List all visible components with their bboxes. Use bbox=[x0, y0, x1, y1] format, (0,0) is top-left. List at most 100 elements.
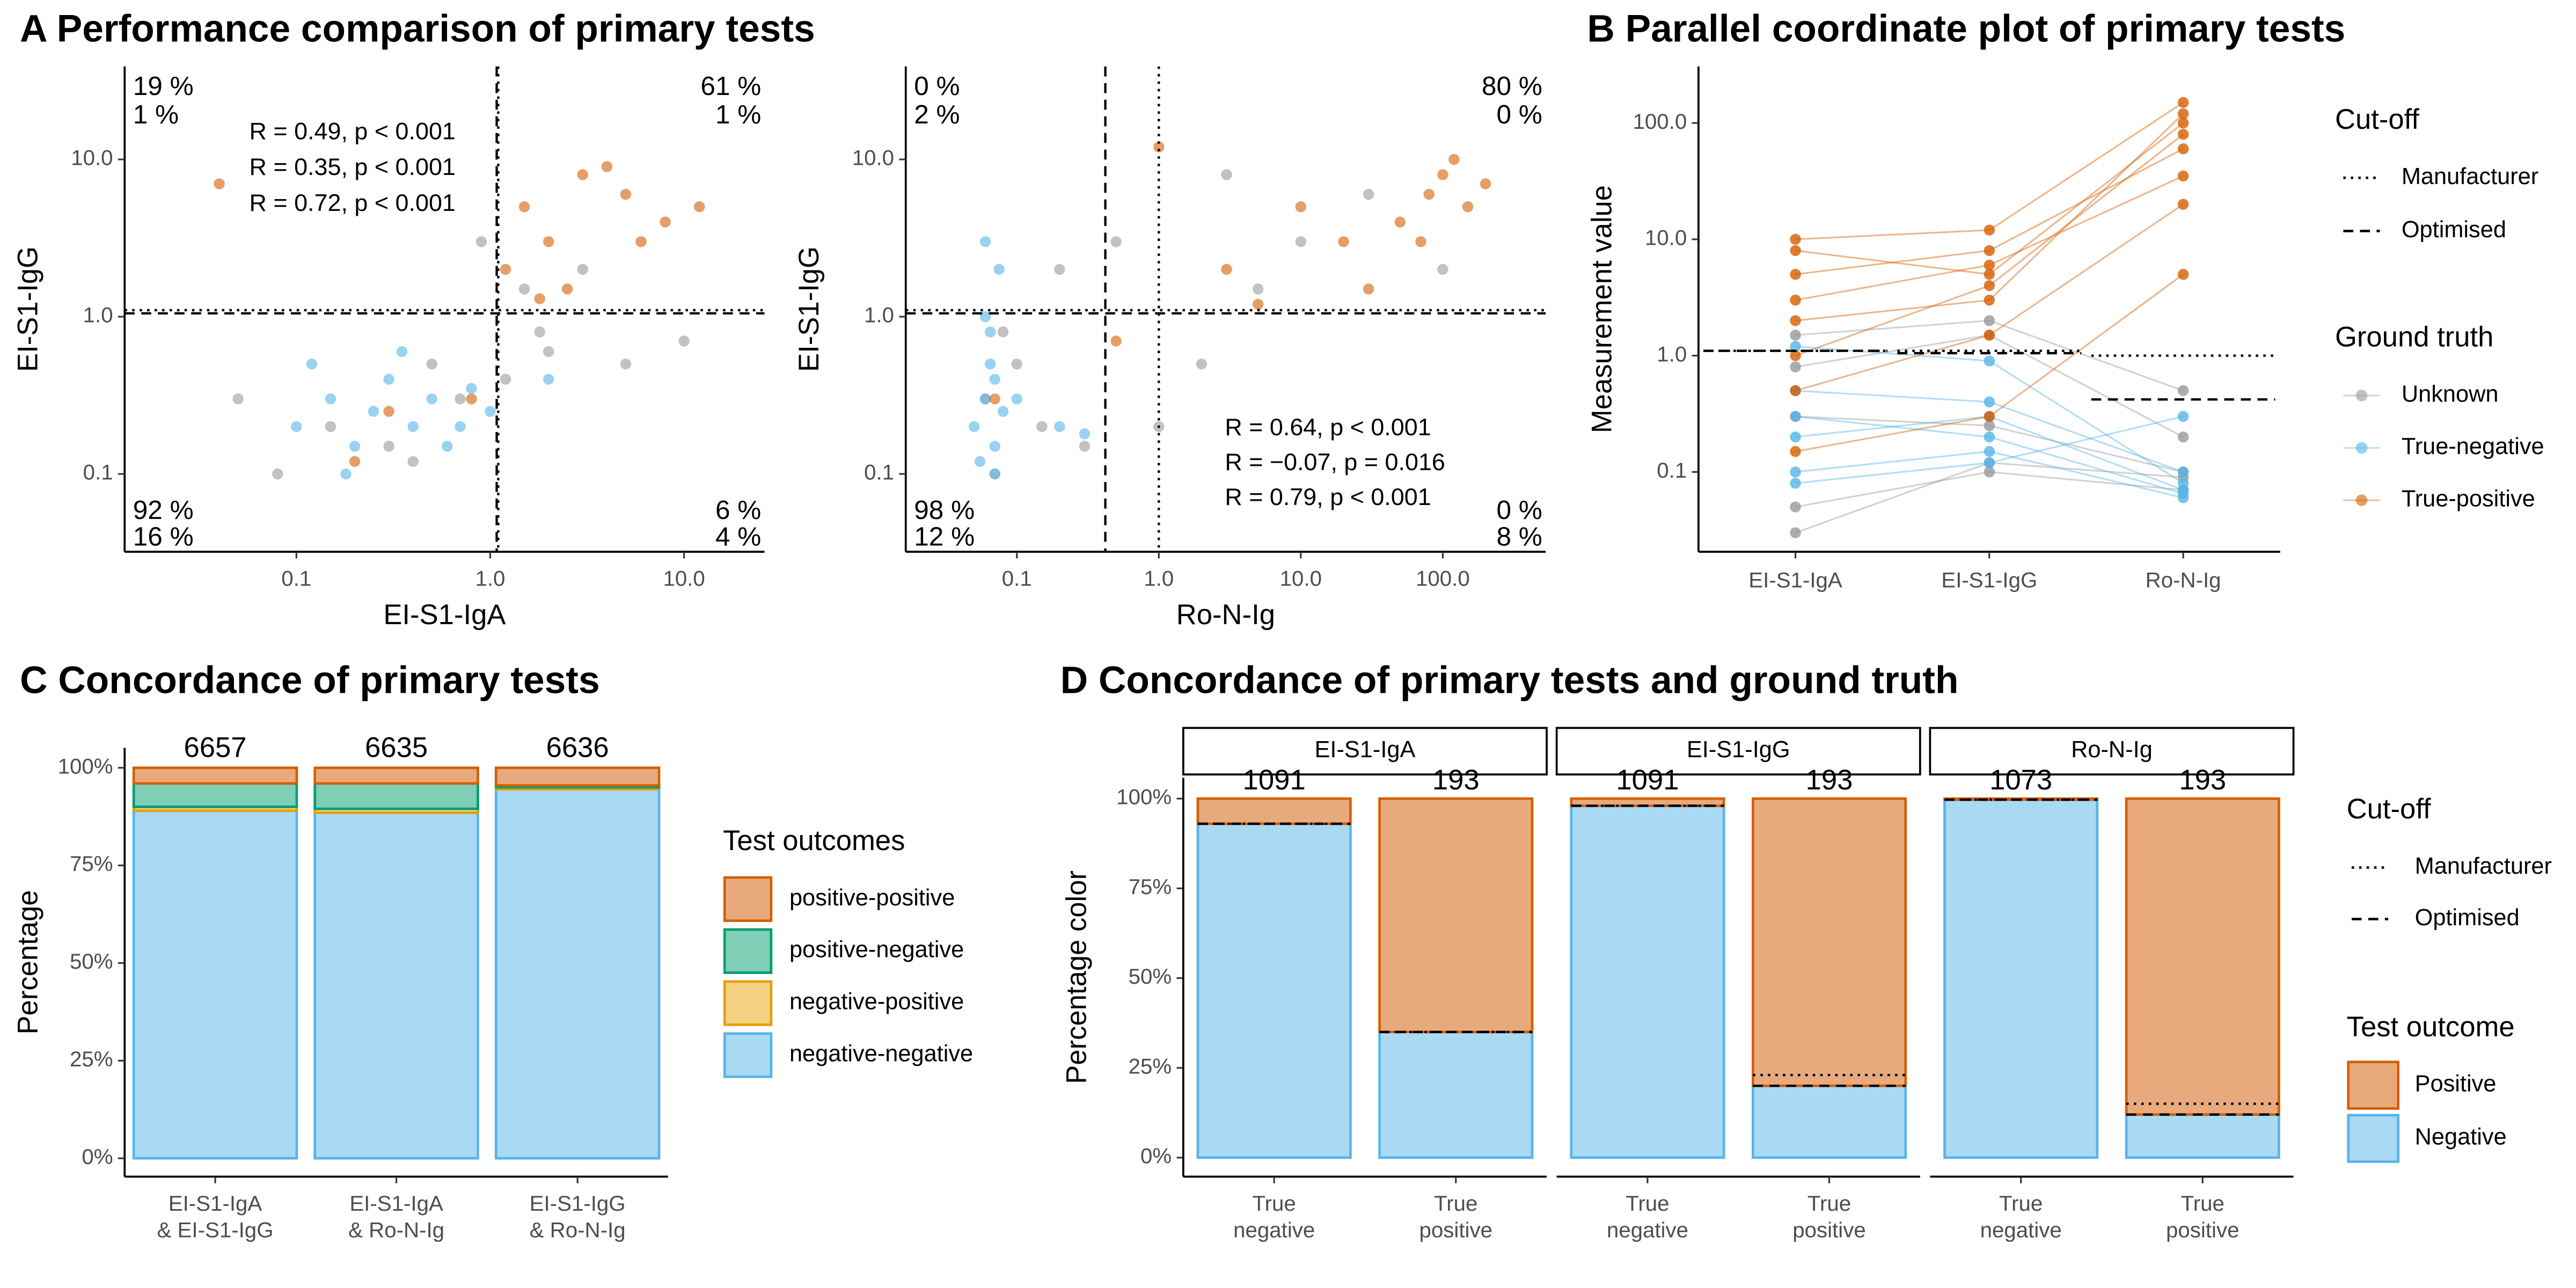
point bbox=[1790, 501, 1801, 513]
quadrant-label: 2 % bbox=[914, 100, 960, 129]
y-tick-label: 100% bbox=[1116, 785, 1172, 809]
point bbox=[407, 456, 419, 467]
legend-key bbox=[723, 928, 773, 974]
point bbox=[993, 264, 1005, 275]
point bbox=[2177, 478, 2189, 489]
panel-title: D Concordance of primary tests and groun… bbox=[1060, 660, 1959, 702]
point bbox=[1984, 355, 1995, 367]
quadrant-label: 1 % bbox=[715, 100, 761, 129]
point bbox=[500, 374, 511, 385]
point bbox=[543, 236, 554, 247]
point bbox=[1984, 411, 1995, 422]
point bbox=[1423, 188, 1435, 200]
y-axis-label: EI-S1-IgG bbox=[793, 246, 825, 372]
profile-line bbox=[1795, 101, 2184, 240]
point bbox=[340, 468, 352, 480]
y-tick-label: 10.0 bbox=[852, 146, 894, 170]
point bbox=[291, 421, 302, 433]
point bbox=[1790, 466, 1801, 478]
legend-label: negative-positive bbox=[789, 989, 964, 1015]
y-tick-label: 100% bbox=[58, 754, 113, 778]
point bbox=[214, 178, 225, 189]
legend-label: True-positive bbox=[2402, 486, 2535, 512]
point bbox=[1790, 245, 1801, 257]
point bbox=[518, 283, 530, 295]
x-tick-label: 0.1 bbox=[1002, 566, 1032, 590]
x-tick-label: negative bbox=[1607, 1218, 1688, 1242]
bar-segment bbox=[1196, 797, 1352, 825]
point bbox=[1790, 361, 1801, 372]
point bbox=[1054, 421, 1065, 433]
y-tick-label: 1.0 bbox=[83, 303, 113, 327]
legend-label: Manufacturer bbox=[2415, 853, 2552, 879]
y-axis-label: Percentage bbox=[12, 890, 44, 1034]
point bbox=[426, 358, 437, 370]
point bbox=[678, 335, 690, 347]
correlation-label: R = −0.07, p = 0.016 bbox=[1225, 448, 1445, 475]
point bbox=[1790, 446, 1801, 457]
correlation-label: R = 0.49, p < 0.001 bbox=[250, 118, 456, 145]
point bbox=[1984, 466, 1995, 478]
legend-title: Ground truth bbox=[2335, 321, 2493, 353]
point bbox=[349, 456, 361, 467]
panel-title: A Performance comparison of primary test… bbox=[20, 8, 815, 50]
legend-label: Negative bbox=[2415, 1124, 2507, 1150]
point bbox=[2177, 117, 2189, 129]
bar-count: 193 bbox=[1806, 764, 1853, 796]
legend-title: Test outcomes bbox=[723, 825, 905, 857]
point bbox=[1790, 527, 1801, 538]
bar-total: 6636 bbox=[546, 732, 609, 764]
y-tick-label: 10.0 bbox=[71, 146, 113, 170]
facet-label: EI-S1-IgG bbox=[1687, 737, 1790, 763]
point bbox=[694, 201, 705, 213]
point bbox=[485, 406, 496, 417]
x-tick-label: EI-S1-IgG bbox=[530, 1191, 626, 1216]
point bbox=[1394, 216, 1406, 228]
point bbox=[272, 468, 283, 480]
legend-label: negative-negative bbox=[789, 1041, 973, 1067]
point bbox=[1790, 315, 1801, 326]
bar-segment bbox=[1751, 1084, 1907, 1159]
correlation-label: R = 0.79, p < 0.001 bbox=[1225, 483, 1431, 510]
point bbox=[1984, 457, 1995, 469]
point bbox=[1790, 385, 1801, 397]
legend-label: Positive bbox=[2415, 1071, 2497, 1097]
y-tick-label: 0.1 bbox=[864, 460, 894, 485]
x-tick-label: positive bbox=[1792, 1218, 1865, 1242]
bar-segment bbox=[1943, 798, 2099, 1159]
point bbox=[620, 358, 632, 370]
bar-segment bbox=[313, 766, 479, 785]
point bbox=[500, 264, 511, 275]
point bbox=[989, 468, 1000, 480]
point bbox=[1984, 280, 1995, 291]
bar-segment bbox=[132, 782, 298, 808]
point bbox=[974, 456, 986, 467]
point bbox=[1984, 295, 1995, 306]
legend-key bbox=[723, 876, 773, 922]
facet-strip bbox=[1929, 727, 2295, 775]
legend-key bbox=[2355, 390, 2368, 401]
point bbox=[466, 393, 477, 405]
y-axis-label: EI-S1-IgG bbox=[12, 246, 44, 372]
y-tick-label: 0% bbox=[82, 1145, 113, 1169]
facet-label: EI-S1-IgA bbox=[1315, 737, 1416, 763]
quadrant-label: 0 % bbox=[1496, 495, 1542, 525]
point bbox=[518, 201, 530, 213]
bar-segment bbox=[132, 809, 298, 1160]
point bbox=[1054, 264, 1065, 275]
point bbox=[1221, 169, 1232, 180]
quadrant-label: 19 % bbox=[133, 71, 194, 101]
point bbox=[368, 406, 379, 417]
quadrant-label: 80 % bbox=[1482, 71, 1542, 101]
quadrant-label: 0 % bbox=[914, 71, 960, 101]
quadrant-label: 12 % bbox=[914, 522, 975, 551]
x-tick-label: True bbox=[1999, 1191, 2043, 1216]
point bbox=[232, 393, 244, 405]
point bbox=[1984, 446, 1995, 457]
point bbox=[989, 441, 1000, 452]
y-axis-label: Measurement value bbox=[1586, 185, 1618, 433]
point bbox=[1984, 396, 1995, 408]
y-tick-label: 10.0 bbox=[1645, 226, 1687, 250]
point bbox=[1790, 330, 1801, 341]
point bbox=[1790, 341, 1801, 352]
